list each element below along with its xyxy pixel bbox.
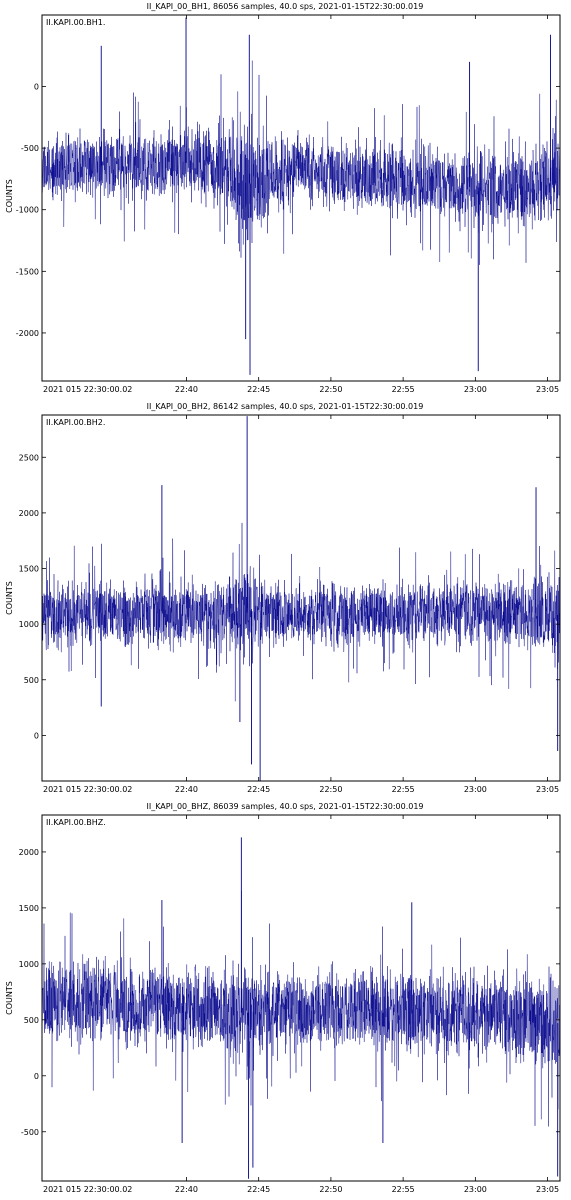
x-tick-label: 22:40 [175, 385, 198, 394]
y-tick-label: 2000 [19, 509, 39, 518]
x-tick-label: 22:45 [247, 385, 270, 394]
panel-title: II_KAPI_00_BH1, 86056 samples, 40.0 sps,… [147, 2, 424, 11]
y-tick-label: -500 [21, 1128, 39, 1137]
plot-frame [41, 414, 561, 782]
x-tick-label: 22:55 [392, 785, 415, 794]
y-axis-label: COUNTS [5, 179, 14, 213]
x-tick-label: 23:00 [464, 385, 487, 394]
axis-ticks: 0 500 1000 1500 2000 2500 2021 015 22:30:00.02… [19, 415, 560, 794]
y-axis-label: COUNTS [5, 581, 14, 615]
panel-title: II_KAPI_00_BHZ, 86039 samples, 40.0 sps,… [146, 802, 423, 811]
x-tick-label: 2021 015 22:30:00.02 [43, 385, 132, 394]
y-axis-label-text: COUNTS [5, 179, 14, 213]
y-tick-label: 500 [24, 676, 39, 685]
waveform-trace [42, 837, 560, 1179]
y-axis-label-text: COUNTS [5, 581, 14, 615]
x-tick-label: 22:40 [175, 1185, 198, 1194]
waveform-line [42, 60, 560, 265]
waveform-trace [42, 416, 560, 781]
waveform-line [42, 522, 560, 702]
x-tick-label: 23:00 [464, 785, 487, 794]
y-tick-label: 2500 [19, 453, 39, 462]
x-tick-label: 2021 015 22:30:00.02 [43, 1185, 132, 1194]
x-tick-label: 22:50 [319, 385, 342, 394]
y-tick-label: 1500 [19, 904, 39, 913]
y-tick-label: -1000 [16, 206, 39, 215]
y-tick-label: 1500 [19, 565, 39, 574]
y-tick-label: -500 [21, 144, 39, 153]
x-tick-label: 22:40 [175, 785, 198, 794]
x-tick-label: 23:05 [536, 385, 559, 394]
x-tick-label: 23:05 [536, 1185, 559, 1194]
x-tick-label: 22:55 [392, 385, 415, 394]
y-axis-label: COUNTS [5, 981, 14, 1015]
plot-frame [41, 14, 561, 382]
y-tick-label: 0 [34, 1072, 39, 1081]
x-tick-label: 23:05 [536, 785, 559, 794]
y-tick-label: 2000 [19, 848, 39, 857]
y-tick-label: 1000 [19, 960, 39, 969]
channel-label: II.KAPI.00.BHZ. [46, 818, 106, 827]
y-axis-label-text: COUNTS [5, 981, 14, 1015]
x-tick-label: 22:50 [319, 785, 342, 794]
panel-bh1: II_KAPI_00_BH1, 86056 samples, 40.0 sps,… [5, 2, 561, 394]
axis-ticks: -500 0 500 1000 1500 2000 2021 015 22:30:00.02… [19, 815, 560, 1194]
panel-bhz: II_KAPI_00_BHZ, 86039 samples, 40.0 sps,… [5, 802, 561, 1194]
y-tick-label: -1500 [16, 267, 39, 276]
y-tick-label: 1000 [19, 620, 39, 629]
channel-label: II.KAPI.00.BH2. [46, 418, 105, 427]
x-tick-label: 22:50 [319, 1185, 342, 1194]
waveform-line [42, 890, 560, 1127]
x-tick-label: 22:45 [247, 1185, 270, 1194]
panel-title: II_KAPI_00_BH2, 86142 samples, 40.0 sps,… [147, 402, 424, 411]
waveform-trace [42, 17, 560, 375]
x-tick-label: 22:55 [392, 1185, 415, 1194]
axis-ticks: -2000 -1500 -1000 -500 0 2021 015 22:30:00.02… [16, 15, 560, 394]
x-tick-label: 23:00 [464, 1185, 487, 1194]
y-tick-label: 0 [34, 82, 39, 91]
x-tick-label: 22:45 [247, 785, 270, 794]
x-tick-label: 2021 015 22:30:00.02 [43, 785, 132, 794]
channel-label: II.KAPI.00.BH1. [46, 18, 105, 27]
plot-frame [41, 814, 561, 1182]
y-tick-label: 0 [34, 731, 39, 740]
y-tick-label: -2000 [16, 329, 39, 338]
panel-bh2: II_KAPI_00_BH2, 86142 samples, 40.0 sps,… [5, 402, 561, 794]
y-tick-label: 500 [24, 1016, 39, 1025]
